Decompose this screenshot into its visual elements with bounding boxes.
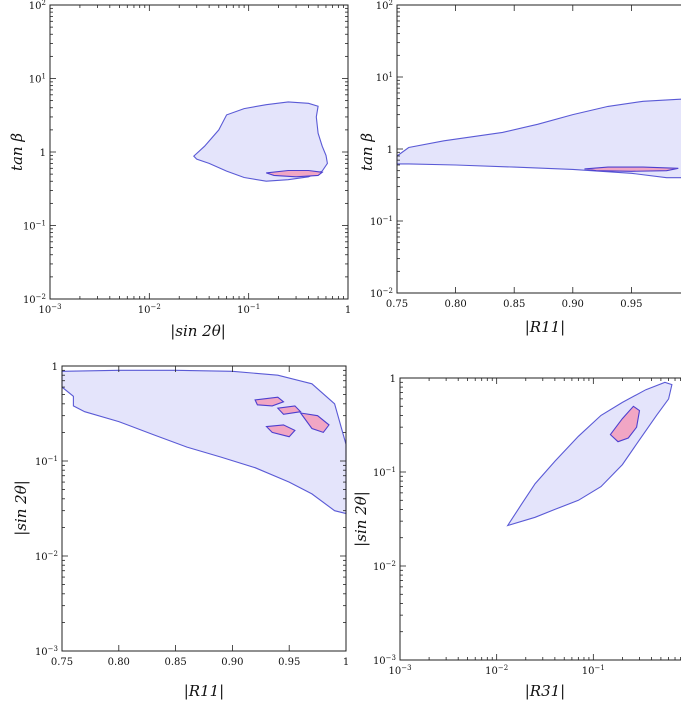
x-tick-label: 0.90 — [221, 657, 243, 668]
y-tick-label: 10−1 — [373, 466, 396, 479]
y-tick-label: 10−2 — [35, 550, 58, 563]
y-tick-label: 10−1 — [35, 455, 58, 468]
region-inner-5 — [265, 424, 296, 438]
x-axis-label: |R11| — [525, 318, 566, 336]
y-tick-label: 101 — [376, 71, 393, 84]
x-tick-label: 1 — [345, 305, 351, 316]
plot-frame — [399, 377, 681, 661]
x-axis-label: |R31| — [525, 682, 566, 700]
y-tick-label: 10−1 — [370, 215, 393, 228]
region-inner-2 — [266, 169, 324, 178]
chart-panel-3: 0.75 0.80 0.85 0.90 0.95 1 10−3 10−2 10−1 1 |R11| |… — [12, 362, 349, 700]
region-inner-2 — [254, 396, 285, 407]
y-axis-label: |sin 2θ| — [352, 491, 370, 547]
x-tick-label: 0.80 — [444, 299, 466, 310]
x-tick-label: 10−1 — [582, 664, 605, 677]
x-tick-label: 10−3 — [38, 303, 61, 316]
y-tick-label: 10−2 — [370, 287, 393, 300]
x-tick-label: 0.85 — [503, 299, 525, 310]
y-tick-label: 10−3 — [35, 645, 58, 658]
x-tick-label: 1 — [343, 657, 349, 668]
x-tick-label: 0.90 — [562, 299, 584, 310]
region-inner-4 — [299, 412, 330, 434]
y-tick-label: 102 — [29, 0, 46, 12]
chart-panel-2: 0.75 0.80 0.85 0.90 0.95 10−2 10−1 1 101 102 |R11|… — [358, 0, 681, 336]
region-outer-1 — [506, 381, 673, 527]
chart-panel-4: 10−3 10−2 10−1 10−3 10−2 10−1 1 |R31| |sin 2θ| — [352, 374, 681, 700]
x-tick-label: 0.95 — [278, 657, 300, 668]
y-tick-label: 10−2 — [23, 293, 46, 306]
y-axis-label: tan β — [8, 133, 26, 171]
region-outer-1 — [396, 98, 681, 179]
y-tick-label: 10−1 — [23, 220, 46, 233]
x-tick-label: 0.75 — [386, 299, 408, 310]
x-tick-label: 10−2 — [485, 664, 508, 677]
region-inner-3 — [276, 405, 302, 415]
plot-frame — [61, 365, 347, 652]
x-axis-label: |R11| — [184, 682, 225, 700]
region-inner-2 — [584, 166, 679, 172]
x-tick-label: 0.75 — [51, 657, 73, 668]
y-tick-label: 10−3 — [373, 654, 396, 667]
x-tick-label: 10−2 — [138, 303, 161, 316]
y-tick-label: 1 — [52, 362, 58, 373]
x-tick-label: 0.95 — [620, 299, 642, 310]
x-tick-label: 0.85 — [164, 657, 186, 668]
region-inner-2 — [609, 405, 641, 443]
y-tick-label: 102 — [376, 0, 393, 12]
x-tick-label: 10−3 — [388, 664, 411, 677]
region-outer-1 — [193, 101, 328, 182]
x-axis-label: |sin 2θ| — [170, 322, 226, 340]
y-axis-label: |sin 2θ| — [12, 480, 30, 536]
y-tick-label: 1 — [387, 145, 393, 156]
y-tick-label: 10−2 — [373, 560, 396, 573]
y-axis-label: tan β — [358, 133, 376, 171]
y-tick-label: 1 — [390, 374, 396, 385]
x-tick-label: 10−1 — [237, 303, 260, 316]
y-tick-label: 101 — [29, 73, 46, 86]
x-tick-label: 0.80 — [108, 657, 130, 668]
region-outer-1 — [61, 369, 347, 515]
y-tick-label: 1 — [40, 148, 46, 159]
